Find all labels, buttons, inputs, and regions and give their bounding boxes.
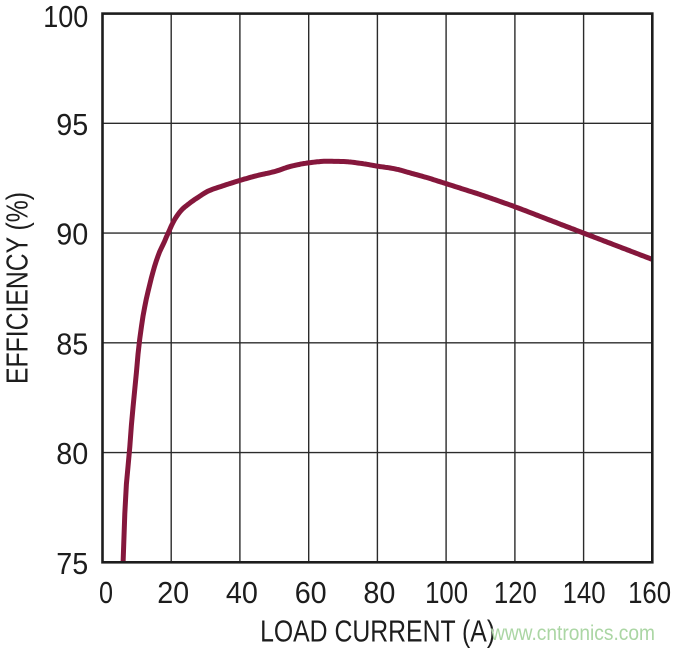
svg-text:95: 95	[56, 108, 88, 142]
svg-text:LOAD CURRENT (A): LOAD CURRENT (A)	[260, 614, 495, 648]
svg-text:www.cntronics.com: www.cntronics.com	[490, 622, 655, 645]
svg-text:160: 160	[628, 576, 671, 610]
svg-text:EFFICIENCY (%): EFFICIENCY (%)	[1, 192, 35, 384]
svg-text:60: 60	[295, 576, 327, 610]
svg-text:0: 0	[99, 576, 113, 610]
svg-text:20: 20	[157, 576, 189, 610]
svg-text:100: 100	[425, 576, 468, 610]
svg-text:40: 40	[226, 576, 258, 610]
svg-text:85: 85	[56, 327, 88, 361]
svg-text:90: 90	[56, 218, 88, 252]
svg-text:80: 80	[363, 576, 395, 610]
svg-text:120: 120	[494, 576, 537, 610]
svg-text:140: 140	[563, 576, 606, 610]
svg-text:100: 100	[43, 0, 88, 34]
svg-text:75: 75	[56, 547, 88, 581]
svg-text:80: 80	[56, 437, 88, 471]
